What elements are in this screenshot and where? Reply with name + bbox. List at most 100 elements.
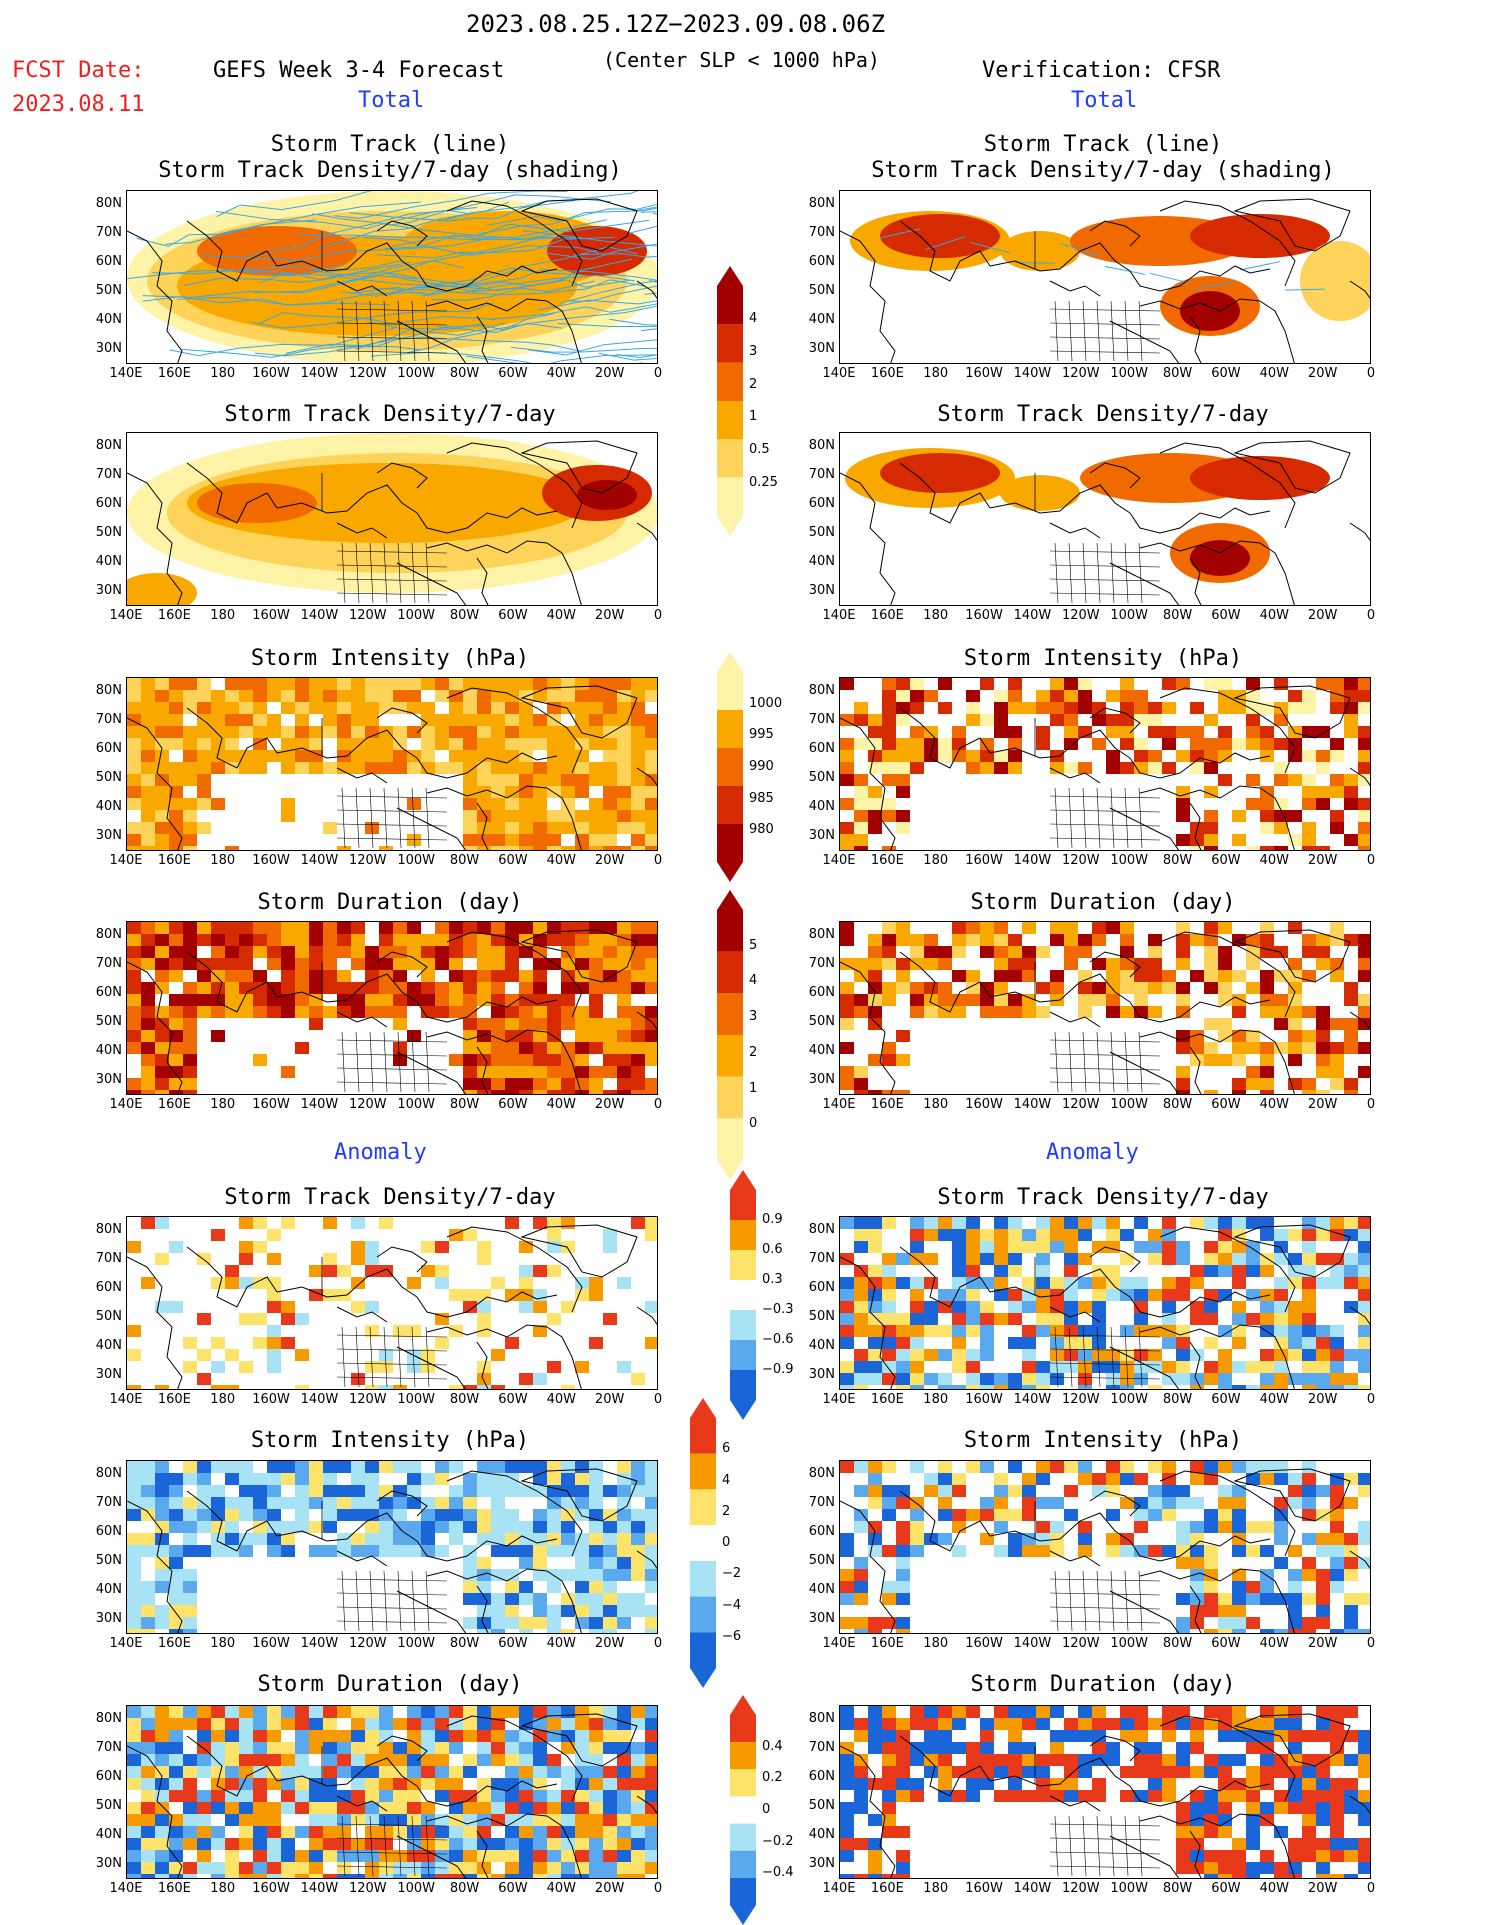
grid-cell — [281, 1497, 295, 1509]
grid-cell — [323, 1790, 337, 1802]
grid-cell — [1302, 1373, 1316, 1385]
grid-cell — [183, 690, 197, 702]
colorbar-swatch — [717, 362, 743, 401]
grid-cell — [1316, 1018, 1330, 1030]
grid-cell — [589, 1289, 603, 1301]
grid-cell — [505, 1862, 519, 1874]
grid-cell — [589, 714, 603, 726]
coastline — [1233, 198, 1351, 252]
grid-cell — [924, 1754, 938, 1766]
grid-cell — [533, 1325, 547, 1337]
grid-cell — [1176, 1826, 1190, 1838]
colorbar-arrow — [717, 652, 743, 672]
grid-cell — [323, 714, 337, 726]
grid-cell — [1050, 970, 1064, 982]
grid-cell — [169, 774, 183, 786]
grid-cell — [463, 1030, 477, 1042]
lon-tick-label: 20W — [1307, 366, 1338, 381]
coastline — [1129, 1535, 1271, 1562]
grid-cell — [169, 1042, 183, 1054]
grid-cell — [1218, 994, 1232, 1006]
colorbar-label: −0.4 — [762, 1865, 794, 1881]
coastline — [476, 802, 489, 850]
grid-cell — [253, 1718, 267, 1730]
grid-cell — [505, 1826, 519, 1838]
grid-cell — [980, 994, 994, 1006]
grid-cell — [882, 1337, 896, 1349]
grid-cell — [547, 834, 561, 846]
grid-cell — [547, 726, 561, 738]
grid-cell — [505, 1730, 519, 1742]
grid-cell — [1246, 934, 1260, 946]
grid-cell — [351, 1217, 365, 1229]
grid-cell — [1176, 994, 1190, 1006]
grid-cell — [533, 1557, 547, 1569]
grid-cell — [1316, 1706, 1330, 1718]
colorbar-swatch — [717, 1118, 743, 1160]
grid-cell — [589, 1509, 603, 1521]
shade-blob — [577, 480, 637, 510]
colorbar-label: 985 — [749, 790, 774, 806]
grid-cell — [1288, 1078, 1302, 1090]
grid-cell — [603, 1617, 617, 1629]
lat-tick-label: 50N — [95, 1553, 122, 1568]
coastline — [416, 265, 558, 292]
grid-cell — [127, 1778, 141, 1790]
grid-cell — [924, 946, 938, 958]
grid-cell — [463, 1090, 477, 1094]
grid-cell — [197, 762, 211, 774]
grid-cell — [1288, 1265, 1302, 1277]
colorbar-swatch — [690, 1632, 716, 1668]
grid-cell — [1274, 1361, 1288, 1373]
grid-cell — [1246, 1030, 1260, 1042]
panel-title-track-shading-right: Storm Track Density/7-day (shading) — [871, 158, 1335, 183]
grid-cell — [589, 834, 603, 846]
grid-cell — [840, 1617, 854, 1629]
grid-cell — [169, 1241, 183, 1253]
grid-cell — [449, 738, 463, 750]
grid-cell — [1274, 1349, 1288, 1361]
grid-cell — [631, 1826, 645, 1838]
lon-tick-label: 160E — [870, 1392, 904, 1407]
grid-cell — [882, 678, 896, 690]
grid-cell — [183, 1826, 197, 1838]
lat-tick-label: 30N — [808, 828, 835, 843]
grid-cell — [379, 726, 393, 738]
lon-tick-label: 60W — [498, 1097, 528, 1112]
grid-cell — [141, 1718, 155, 1730]
grid-cell — [1022, 994, 1036, 1006]
grid-cell — [868, 1054, 882, 1066]
grid-cell — [1232, 1790, 1246, 1802]
grid-cell — [896, 1054, 910, 1066]
grid-cell — [169, 994, 183, 1006]
lat-tick-label: 30N — [808, 341, 835, 356]
grid-cell — [1162, 1754, 1176, 1766]
grid-cell — [1008, 1337, 1022, 1349]
grid-cell — [924, 1349, 938, 1361]
colorbar-swatch — [730, 1823, 756, 1851]
grid-cell — [1148, 762, 1162, 774]
grid-cell — [463, 1838, 477, 1850]
grid-cell — [1190, 970, 1204, 982]
grid-cell — [1092, 1313, 1106, 1325]
grid-cell — [1050, 922, 1064, 934]
grid-cell — [379, 1754, 393, 1766]
grid-cell — [1344, 1754, 1358, 1766]
grid-cell — [533, 1778, 547, 1790]
grid-cell — [491, 1461, 505, 1473]
coastline — [1139, 298, 1261, 312]
coastline — [840, 717, 896, 850]
grid-cell — [393, 946, 407, 958]
grid-cell — [491, 798, 505, 810]
coastline — [899, 1246, 991, 1308]
grid-cell — [854, 1241, 868, 1253]
grid-cell — [1260, 1217, 1274, 1229]
grid-cell — [589, 1066, 603, 1078]
grid-cell — [225, 1461, 239, 1473]
grid-cell — [1190, 726, 1204, 738]
grid-cell — [365, 1826, 379, 1838]
grid-cell — [1078, 702, 1092, 714]
grid-cell — [463, 678, 477, 690]
grid-cell — [882, 798, 896, 810]
grid-cell — [211, 1229, 225, 1241]
